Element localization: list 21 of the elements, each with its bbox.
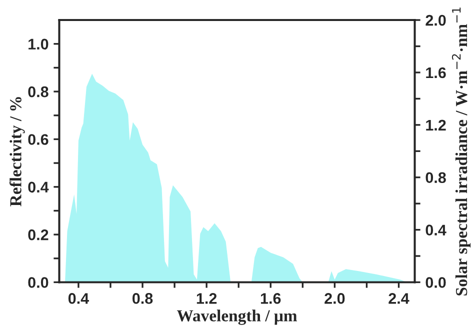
x-tick-label: 2.0 bbox=[324, 293, 345, 304]
y-tick-label: 0.8 bbox=[28, 86, 48, 98]
y2-tick-label: 0.4 bbox=[426, 224, 446, 236]
x-tick-label: 2.4 bbox=[388, 293, 410, 304]
y2-tick-label: 2.0 bbox=[426, 14, 446, 26]
x-axis-title: Wavelength / μm bbox=[176, 310, 297, 325]
x-tick-label: 1.6 bbox=[260, 293, 281, 304]
y-axis-title: Reflectivity / % bbox=[9, 97, 25, 206]
y-tick-label: 1.0 bbox=[28, 38, 48, 50]
y2-tick-label: 1.2 bbox=[426, 120, 446, 130]
y2-axis-title: Solar spectral irradiance / W·m$^{−2}$·nm$^{−1}$ bbox=[452, 8, 471, 296]
y-tick-label: 0.4 bbox=[28, 182, 49, 193]
y-tick-label: 0.2 bbox=[28, 229, 48, 240]
y2-tick-label: 0.8 bbox=[426, 172, 446, 184]
y-tick-label: 0.6 bbox=[28, 134, 48, 145]
x-tick-label: 0.8 bbox=[132, 293, 153, 304]
y-tick-label: 0.0 bbox=[28, 277, 48, 288]
x-tick-label: 0.4 bbox=[68, 293, 90, 304]
x-tick-label: 1.2 bbox=[196, 293, 217, 304]
y2-tick-label: 1.6 bbox=[426, 67, 446, 78]
y2-tick-label: 0.0 bbox=[426, 277, 446, 288]
